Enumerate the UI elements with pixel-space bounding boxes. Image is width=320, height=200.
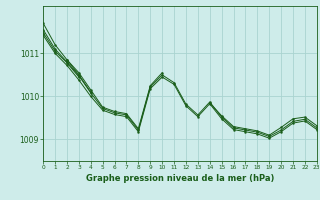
X-axis label: Graphe pression niveau de la mer (hPa): Graphe pression niveau de la mer (hPa) [86,174,274,183]
